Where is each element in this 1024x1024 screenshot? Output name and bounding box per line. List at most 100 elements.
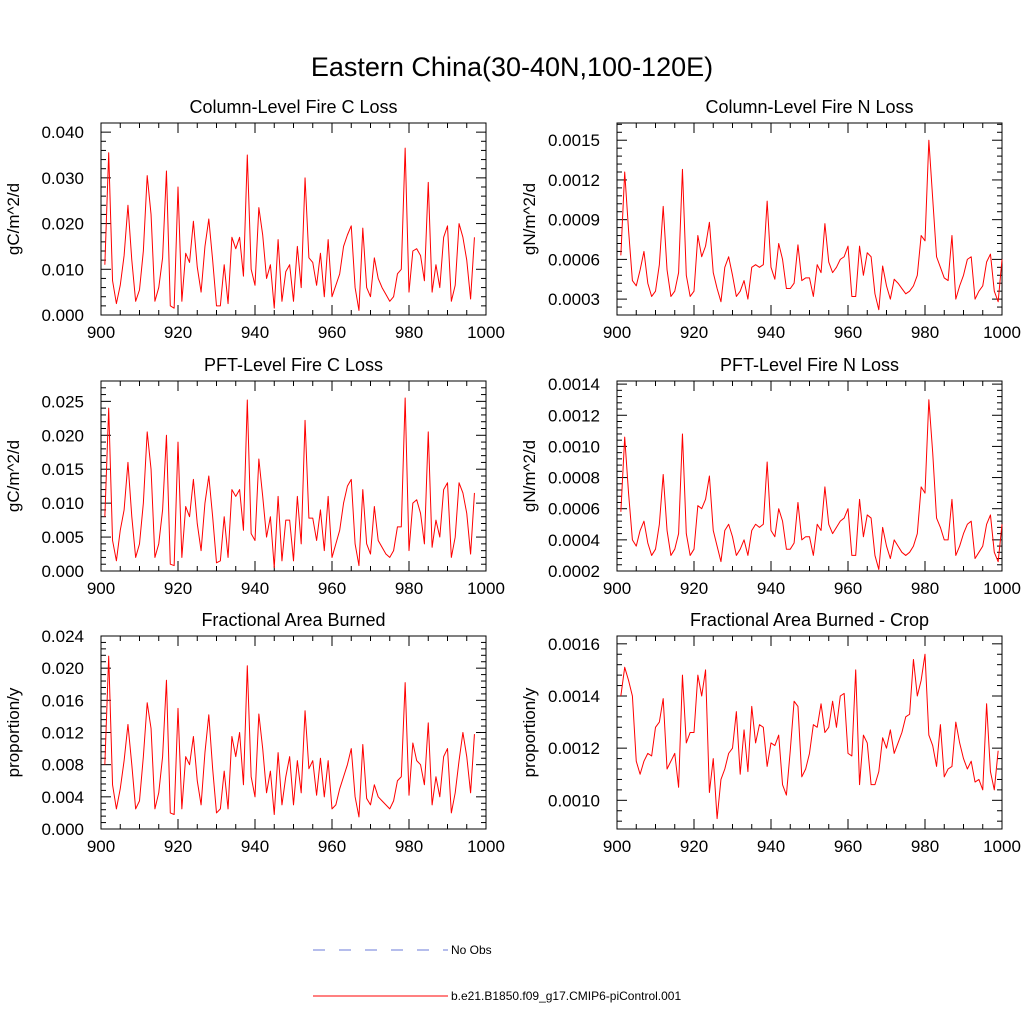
y-tick-label: 0.030 bbox=[41, 169, 84, 188]
x-tick-label: 1000 bbox=[467, 323, 505, 342]
x-tick-label: 900 bbox=[603, 579, 631, 598]
x-tick-label: 940 bbox=[757, 579, 785, 598]
x-tick-label: 900 bbox=[87, 323, 115, 342]
y-tick-label: 0.0010 bbox=[548, 791, 600, 810]
panels: Column-Level Fire C Loss gC/m^2/d 900 920 94… bbox=[4, 97, 1021, 856]
y-tick-label: 0.024 bbox=[41, 627, 84, 646]
x-tick-label: 1000 bbox=[467, 579, 505, 598]
y-tick-label: 0.000 bbox=[41, 562, 84, 581]
y-axis-label: proportion/y bbox=[520, 687, 539, 777]
y-tick-label: 0.008 bbox=[41, 756, 84, 775]
y-axis-label: gN/m^2/d bbox=[520, 183, 539, 255]
x-tick-label: 900 bbox=[87, 837, 115, 856]
x-tick-label: 960 bbox=[834, 579, 862, 598]
panel-title: Column-Level Fire C Loss bbox=[189, 97, 397, 117]
y-tick-label: 0.0014 bbox=[548, 687, 600, 706]
x-tick-label: 1000 bbox=[983, 837, 1021, 856]
x-tick-label: 940 bbox=[241, 837, 269, 856]
y-tick-label: 0.0016 bbox=[548, 635, 600, 654]
panel-title: Column-Level Fire N Loss bbox=[705, 97, 913, 117]
y-tick-label: 0.016 bbox=[41, 691, 84, 710]
x-tick-label: 980 bbox=[911, 323, 939, 342]
y-tick-label: 0.0004 bbox=[548, 531, 600, 550]
x-tick-label: 920 bbox=[680, 323, 708, 342]
panel-title: Fractional Area Burned - Crop bbox=[690, 610, 929, 630]
y-tick-label: 0.0015 bbox=[548, 131, 600, 150]
y-tick-label: 0.0012 bbox=[548, 739, 600, 758]
x-tick-label: 960 bbox=[318, 323, 346, 342]
legend-obs-label: No Obs bbox=[451, 943, 492, 957]
y-tick-label: 0.020 bbox=[41, 215, 84, 234]
y-tick-label: 0.010 bbox=[41, 260, 84, 279]
y-tick-label: 0.0006 bbox=[548, 500, 600, 519]
panel-title: Fractional Area Burned bbox=[201, 610, 385, 630]
y-tick-label: 0.0012 bbox=[548, 171, 600, 190]
x-tick-label: 900 bbox=[87, 579, 115, 598]
x-tick-label: 920 bbox=[164, 579, 192, 598]
legend-series-label: b.e21.B1850.f09_g17.CMIP6-piControl.001 bbox=[451, 989, 681, 1003]
x-tick-label: 980 bbox=[911, 837, 939, 856]
y-tick-label: 0.0010 bbox=[548, 437, 600, 456]
chart-panel: PFT-Level Fire C Loss gC/m^2/d 900 920 940 96… bbox=[4, 355, 505, 598]
plot-frame bbox=[616, 635, 1003, 830]
x-tick-label: 920 bbox=[680, 837, 708, 856]
x-tick-label: 980 bbox=[911, 579, 939, 598]
y-axis-label: gC/m^2/d bbox=[4, 183, 23, 255]
x-tick-label: 1000 bbox=[467, 837, 505, 856]
y-tick-label: 0.0006 bbox=[548, 250, 600, 269]
chart-panel: Column-Level Fire C Loss gC/m^2/d 900 920 94… bbox=[4, 97, 505, 342]
x-tick-label: 980 bbox=[395, 579, 423, 598]
x-tick-label: 960 bbox=[834, 323, 862, 342]
panel-title: PFT-Level Fire C Loss bbox=[204, 355, 383, 375]
y-tick-label: 0.025 bbox=[41, 392, 84, 411]
y-tick-label: 0.0003 bbox=[548, 290, 600, 309]
y-tick-label: 0.015 bbox=[41, 460, 84, 479]
legend: No Obs b.e21.B1850.f09_g17.CMIP6-piContr… bbox=[313, 943, 681, 1003]
x-tick-label: 980 bbox=[395, 837, 423, 856]
y-tick-label: 0.0009 bbox=[548, 211, 600, 230]
y-tick-label: 0.004 bbox=[41, 788, 84, 807]
x-tick-label: 960 bbox=[318, 579, 346, 598]
x-tick-label: 920 bbox=[164, 837, 192, 856]
chart-panel: Fractional Area Burned - Crop proportion/… bbox=[520, 610, 1021, 856]
series-line bbox=[620, 139, 1003, 311]
plot-frame bbox=[616, 380, 1003, 572]
y-tick-label: 0.000 bbox=[41, 306, 84, 325]
x-tick-label: 960 bbox=[834, 837, 862, 856]
series-line bbox=[620, 653, 999, 820]
y-axis-label: gC/m^2/d bbox=[4, 440, 23, 512]
x-tick-label: 920 bbox=[680, 579, 708, 598]
y-tick-label: 0.005 bbox=[41, 528, 84, 547]
y-axis-label: proportion/y bbox=[4, 687, 23, 777]
x-tick-label: 980 bbox=[395, 323, 423, 342]
chart-panel: Fractional Area Burned proportion/y 900 920… bbox=[4, 610, 505, 856]
x-tick-label: 940 bbox=[757, 323, 785, 342]
chart-panel: Column-Level Fire N Loss gN/m^2/d 900 920 94… bbox=[520, 97, 1021, 342]
series-line bbox=[104, 147, 475, 311]
x-tick-label: 920 bbox=[164, 323, 192, 342]
x-tick-label: 960 bbox=[318, 837, 346, 856]
y-tick-label: 0.040 bbox=[41, 123, 84, 142]
y-tick-label: 0.020 bbox=[41, 659, 84, 678]
y-tick-label: 0.010 bbox=[41, 494, 84, 513]
y-tick-label: 0.0002 bbox=[548, 562, 600, 581]
y-tick-label: 0.0014 bbox=[548, 375, 600, 394]
chart-panel: PFT-Level Fire N Loss gN/m^2/d 900 920 940 96… bbox=[520, 355, 1021, 598]
x-tick-label: 1000 bbox=[983, 579, 1021, 598]
plot-frame bbox=[616, 122, 1003, 316]
series-line bbox=[620, 399, 1003, 570]
y-axis-label: gN/m^2/d bbox=[520, 440, 539, 512]
figure-title: Eastern China(30-40N,100-120E) bbox=[311, 52, 713, 82]
y-tick-label: 0.012 bbox=[41, 724, 84, 743]
x-tick-label: 1000 bbox=[983, 323, 1021, 342]
x-tick-label: 900 bbox=[603, 323, 631, 342]
series-line bbox=[104, 397, 475, 569]
y-tick-label: 0.0008 bbox=[548, 469, 600, 488]
y-tick-label: 0.000 bbox=[41, 820, 84, 839]
x-tick-label: 940 bbox=[241, 323, 269, 342]
x-tick-label: 940 bbox=[757, 837, 785, 856]
panel-title: PFT-Level Fire N Loss bbox=[720, 355, 899, 375]
x-tick-label: 900 bbox=[603, 837, 631, 856]
y-tick-label: 0.0012 bbox=[548, 406, 600, 425]
